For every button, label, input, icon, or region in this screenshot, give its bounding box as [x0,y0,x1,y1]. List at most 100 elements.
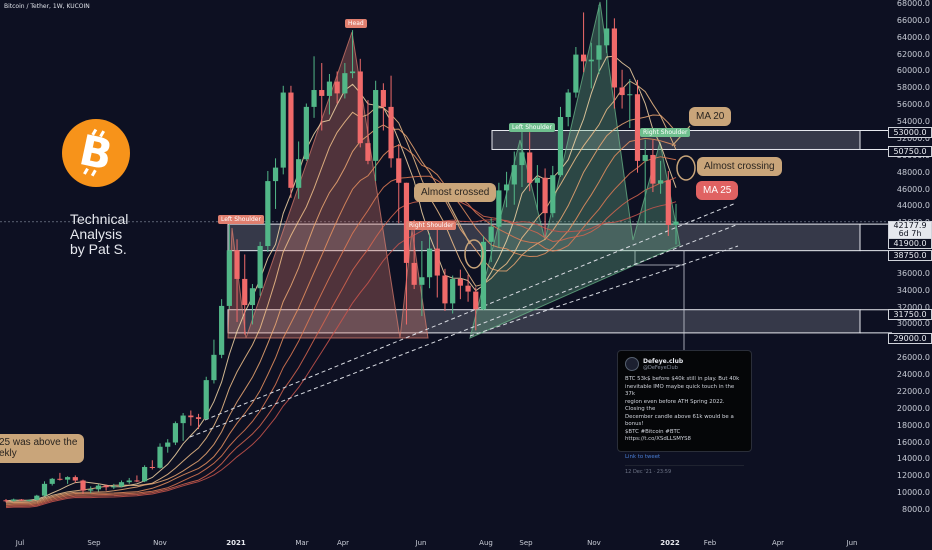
price-box-50750: 50750.0 [888,146,932,157]
ma25-bubble[interactable]: MA 25 [696,181,739,200]
tweet-link[interactable]: Link to tweet [625,453,661,460]
candle-body [442,275,448,304]
price-tick: 14000.0 [896,454,930,464]
almost-crossed-bubble[interactable]: Almost crossed [414,183,497,202]
avatar [625,357,639,371]
price-tick: 22000.0 [896,386,930,396]
price-tick: 8000.0 [902,505,930,514]
candle-body [611,28,617,88]
price-tick: 60000.0 [896,66,930,76]
price-tick: 66000.0 [896,15,930,25]
time-tick: Jun [415,539,427,547]
left-shoulder-tag-1: Left Shoulder [218,215,264,224]
candle-body [434,248,440,276]
pattern-head-shoulders-2 [469,1,681,339]
candle-body [157,446,163,468]
candle-body [519,152,525,166]
candle-body [473,291,479,310]
candle-body [72,477,78,481]
candle-body [203,380,209,419]
candle-body [272,167,279,182]
candle-body [573,54,579,93]
price-tick: 18000.0 [896,420,930,430]
candle-body [242,278,248,306]
price-tick: 48000.0 [896,167,930,177]
bar-countdown: 6d 7h [898,229,922,238]
candle-body [365,143,371,161]
time-tick: Sep [519,539,533,547]
candle-body [373,90,379,161]
cross-circle [464,239,484,269]
price-box-53000: 53000.0 [888,127,932,138]
candle-body [511,165,517,185]
price-tick: 68000.0 [896,0,930,9]
candle-body [26,499,32,501]
price-box-41900: 41900.0 [888,238,932,249]
ma-ribbon-line [5,114,677,504]
candle-body [342,73,348,94]
price-box-31750: 31750.0 [888,309,932,320]
trendline [204,202,737,421]
time-tick: Jun [846,539,858,547]
candle-body [95,485,102,490]
tweet-text: BTC 53k$ before $40k still in play. But … [625,376,740,442]
candle-body [142,466,148,482]
candle-body [634,94,641,161]
ma-ribbon-line [5,201,677,509]
price-tick: 26000.0 [896,353,930,363]
price-tick: 46000.0 [896,184,930,194]
time-tick: Apr [336,539,350,547]
candle-body [88,489,94,491]
candle-body [627,94,633,96]
ma-ribbon-line [5,55,677,502]
candle-body [542,177,548,214]
candle-body [419,277,425,285]
support-zone [227,309,861,334]
pattern-head-shoulders-1 [227,31,429,339]
price-box-29000: 29000.0 [888,333,932,344]
ma20-bubble[interactable]: MA 20 [689,107,732,126]
candle-body [134,480,140,482]
tweet-header: Defeye.club @DeFeyeClub [625,357,744,371]
candle-body [657,180,664,184]
candle-body [503,184,510,191]
candle-body [411,262,417,285]
candle-body [450,278,456,304]
head-tag: Head [345,19,367,28]
candle-body [49,478,55,484]
ma-ribbon-line [5,156,677,506]
price-tick: 16000.0 [896,437,930,447]
ma-ribbon-line [5,177,677,507]
candle-body [396,158,402,183]
candle-body [57,478,63,480]
candle-body [496,190,502,227]
candle-body [172,423,179,443]
candle-body [357,71,363,144]
cut-note-bubble[interactable]: 25 was above the ekly [0,434,85,463]
candle-body [550,175,556,214]
candle-body [650,154,656,184]
candle-body [149,466,155,468]
almost-crossing-bubble[interactable]: Almost crossing [697,157,782,176]
price-tick: 64000.0 [896,32,930,42]
candle-body [388,106,394,159]
price-tick: 44000.0 [896,201,930,211]
candle-body [257,246,263,289]
candle-body [326,81,333,96]
price-tick: 24000.0 [896,370,930,380]
title-line-1: Technical [70,211,129,227]
price-tick: 34000.0 [896,285,930,295]
candle-body [380,90,386,107]
tweet-card[interactable]: Defeye.club @DeFeyeClub BTC 53k$ before … [617,350,752,475]
candle-body [319,90,325,96]
analysis-title: Technical Analysis by Pat S. [70,212,128,257]
candle-body [234,250,240,279]
left-shoulder-tag-2: Left Shoulder [509,123,555,132]
candle-body [280,92,286,168]
candle-body [527,152,533,183]
cross-circle [676,155,696,181]
candle-body [596,45,602,60]
time-tick: Jul [15,539,25,547]
price-tick: 52000.0 [896,133,930,143]
